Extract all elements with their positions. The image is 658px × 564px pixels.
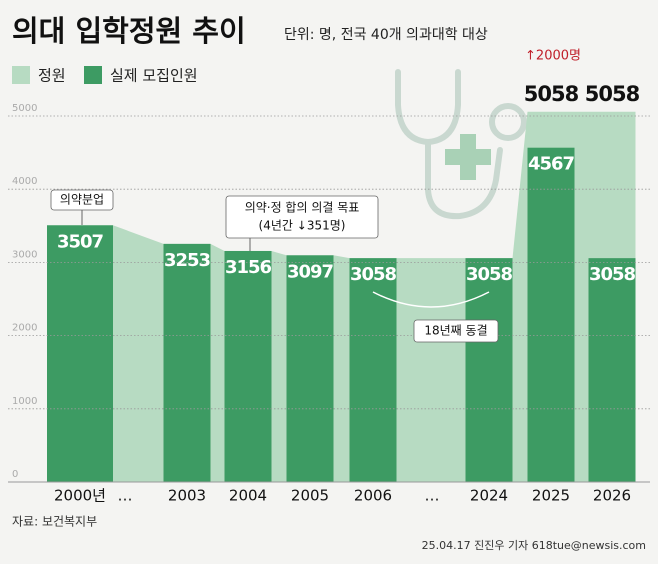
y-tick-label: 5000	[12, 103, 37, 114]
x-tick-label: 2006	[354, 487, 392, 505]
source: 자료: 보건복지부	[12, 515, 97, 529]
cross-h	[445, 149, 491, 165]
quota-area	[333, 255, 350, 482]
value-label: 3058	[589, 264, 636, 285]
value-label: 4567	[528, 154, 575, 175]
value-label: 3507	[57, 231, 104, 252]
value-label: 3097	[287, 261, 334, 282]
x-tick-label: 2003	[168, 487, 206, 505]
x-tick-label: 2025	[532, 487, 570, 505]
annotation: 18년째 동결	[424, 324, 487, 338]
x-tick-label: 2004	[229, 487, 267, 505]
annotation-box	[225, 195, 379, 239]
freeze-arc	[372, 291, 490, 308]
annotation: 의약·정 합의 의결 목표	[245, 200, 360, 215]
stethoscope	[395, 69, 527, 220]
quota-area	[271, 250, 287, 482]
actual-bar	[527, 147, 575, 482]
x-tick-label: 2026	[593, 487, 631, 505]
quota-area	[113, 225, 164, 482]
x-tick-label: 2000년	[54, 487, 106, 505]
y-tick-label: 1000	[12, 396, 37, 407]
cross	[445, 134, 491, 180]
stethoscope-tube	[425, 139, 503, 220]
credit: 25.04.17 진진우 기자 618tue@newsis.com	[422, 539, 646, 552]
stethoscope-chest	[489, 103, 527, 141]
quota-area	[396, 258, 466, 482]
y-tick-label: 4000	[12, 176, 37, 187]
value-label: 3058	[350, 264, 397, 285]
chart-subtitle: 단위: 명, 전국 40개 의과대학 대상	[284, 27, 488, 43]
annotation-box	[413, 319, 499, 343]
quota-area	[210, 243, 225, 482]
actual-bar	[465, 258, 513, 482]
chart-title: 의대 입학정원 추이	[12, 14, 246, 48]
value-label: 3058	[466, 264, 513, 285]
annotation: 의약분업	[60, 192, 104, 207]
y-tick-label: 2000	[12, 323, 37, 334]
y-tick-label: 3000	[12, 249, 37, 260]
x-tick-label: …	[118, 487, 133, 505]
legend-swatch	[84, 66, 102, 84]
x-tick-label: 2024	[470, 487, 508, 505]
actual-bar	[224, 250, 272, 482]
actual-bar	[47, 225, 113, 482]
quota-area	[512, 111, 528, 483]
x-tick-label: …	[425, 487, 440, 505]
annotation: ↑2000명	[525, 49, 581, 64]
y-tick-label: 0	[12, 469, 18, 480]
annotation: (4년간 ↓351명)	[259, 219, 346, 233]
annotation-box	[50, 189, 114, 211]
value-label: 3156	[225, 257, 272, 278]
actual-bar	[163, 243, 211, 482]
value-label: 3253	[164, 250, 211, 271]
x-tick-label: 2005	[291, 487, 329, 505]
legend-swatch	[12, 66, 30, 84]
actual-bar	[286, 255, 334, 482]
actual-bar	[588, 258, 636, 482]
value-label: 5058	[524, 82, 579, 106]
quota-area	[574, 111, 589, 483]
legend-label: 정원	[38, 67, 66, 85]
legend-label: 실제 모집인원	[110, 67, 198, 85]
value-label: 5058	[585, 82, 640, 106]
actual-bar	[349, 258, 397, 482]
